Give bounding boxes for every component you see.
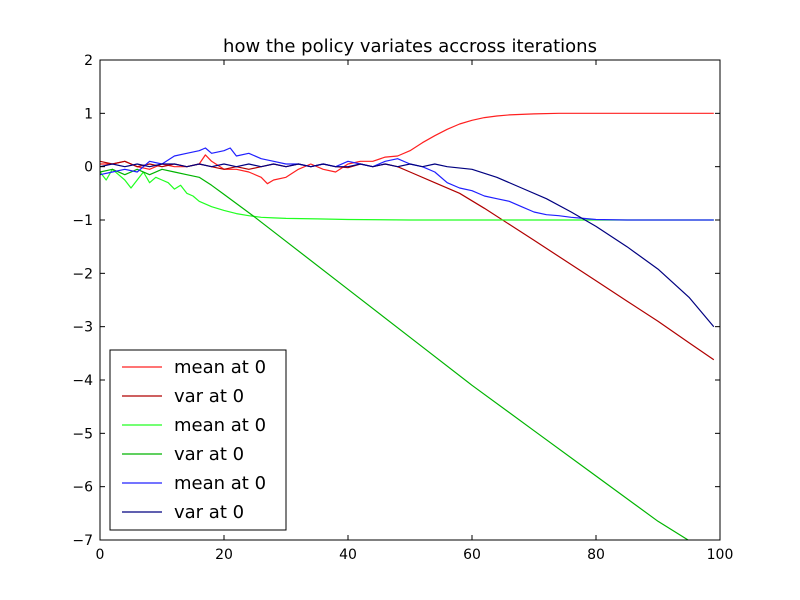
y-tick-label: −3 (72, 320, 93, 336)
series-line-6 (100, 163, 715, 328)
x-tick-label: 100 (707, 547, 734, 563)
x-tick-label: 40 (339, 547, 357, 563)
chart-title: how the policy variates accross iteratio… (223, 36, 597, 57)
series-line-5 (100, 147, 714, 221)
y-tick-label: −6 (72, 480, 93, 496)
legend-label: var at 0 (174, 386, 244, 407)
legend: mean at 0 var at 0 mean at 0 var at 0 mean a… (109, 349, 287, 531)
x-tick-label: 20 (215, 547, 233, 563)
axis-ticks: 0 20 40 60 80 100 −7 −6 −5 −4 −3 −2 −1 0 1 2 (72, 53, 733, 563)
legend-label: mean at 0 (174, 473, 266, 494)
series-layer (100, 112, 715, 540)
legend-label: var at 0 (174, 444, 244, 465)
y-tick-label: −7 (72, 533, 93, 549)
series-line-3 (100, 168, 714, 221)
y-tick-label: 2 (84, 53, 93, 69)
y-tick-label: 0 (84, 160, 93, 176)
legend-label: var at 0 (174, 502, 244, 523)
legend-label: mean at 0 (174, 357, 266, 378)
y-tick-label: −2 (72, 266, 93, 282)
legend-box (109, 349, 287, 531)
y-tick-label: 1 (84, 106, 93, 122)
x-tick-label: 0 (96, 547, 105, 563)
plot-frame (99, 59, 721, 541)
x-tick-label: 80 (587, 547, 605, 563)
y-tick-label: −1 (72, 213, 93, 229)
x-tick-label: 60 (463, 547, 481, 563)
y-tick-label: −5 (72, 426, 93, 442)
legend-label: mean at 0 (174, 415, 266, 436)
y-tick-label: −4 (72, 373, 93, 389)
